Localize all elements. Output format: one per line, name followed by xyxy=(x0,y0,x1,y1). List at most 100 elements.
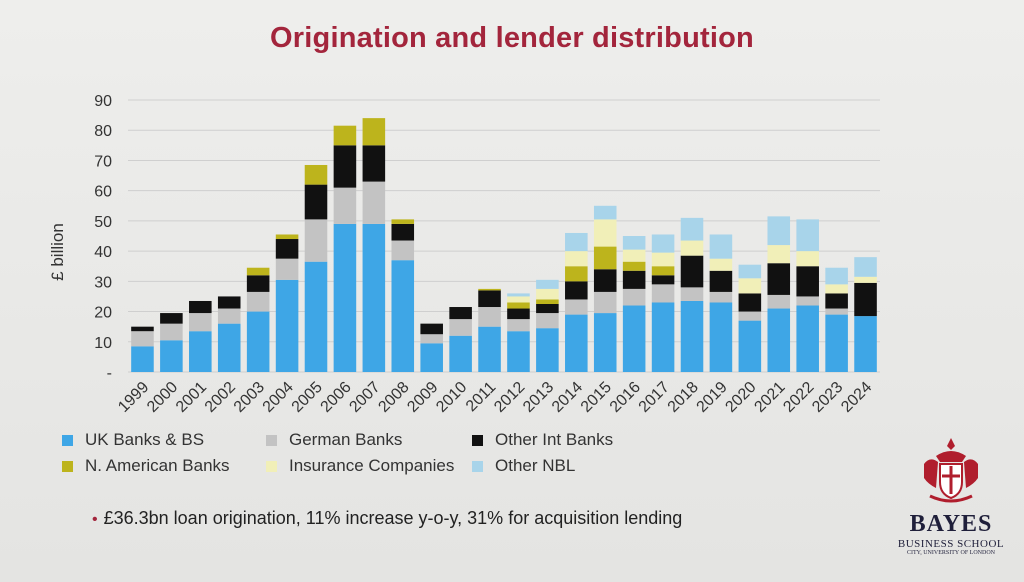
x-tick-label: 2019 xyxy=(694,379,731,416)
x-tick-labels: 1999200020012002200320042005200620072008… xyxy=(115,379,875,416)
bar-segment xyxy=(304,219,328,262)
bar-segment xyxy=(767,308,791,372)
bar-segment xyxy=(738,311,762,321)
x-tick-label: 2023 xyxy=(809,379,846,416)
bar-segment xyxy=(622,261,646,271)
y-tick-label: 40 xyxy=(94,244,112,261)
summary-bullet: • £36.3bn loan origination, 11% increase … xyxy=(92,508,682,529)
bar-segment xyxy=(825,284,848,294)
x-tick-label: 2004 xyxy=(260,379,297,416)
x-tick-label: 2011 xyxy=(463,379,499,415)
bar-segment xyxy=(767,294,791,309)
x-tick-label: 2017 xyxy=(636,379,673,416)
bar-segment xyxy=(507,302,530,309)
bar-segment xyxy=(651,266,675,276)
y-tick-label: 90 xyxy=(94,93,112,110)
bar-segment xyxy=(189,331,212,372)
bar-segment xyxy=(536,288,559,300)
bar-segment xyxy=(651,252,675,267)
legend-label: German Banks xyxy=(289,430,403,449)
x-tick-label: 2005 xyxy=(289,379,326,416)
legend-item: Other NBL xyxy=(472,456,575,476)
legend-swatch xyxy=(62,460,73,472)
bar-segment xyxy=(622,305,646,372)
y-tick-label: 80 xyxy=(94,123,112,140)
legend-swatch xyxy=(266,434,277,446)
bar-segment xyxy=(275,239,299,259)
bar-segment xyxy=(565,299,588,315)
legend-label: Other Int Banks xyxy=(495,430,614,449)
bar-segment xyxy=(333,223,357,372)
bar-segment xyxy=(622,236,646,250)
bar-segment xyxy=(507,319,530,332)
legend-item: UK Banks & BS xyxy=(62,430,204,450)
x-tick-label: 2020 xyxy=(722,379,759,416)
bar-segment xyxy=(304,184,328,220)
bar-segment xyxy=(593,246,617,270)
bar-segment xyxy=(565,314,588,372)
bar-segment xyxy=(304,261,328,372)
bar-segment xyxy=(622,288,646,306)
x-tick-label: 2000 xyxy=(144,379,181,416)
x-tick-label: 2024 xyxy=(838,379,875,416)
bar-segment xyxy=(536,304,559,314)
x-tick-label: 2008 xyxy=(375,379,412,416)
y-tick-label: 10 xyxy=(94,335,112,352)
bar-segment xyxy=(593,219,617,247)
x-tick-label: 2003 xyxy=(231,379,268,416)
bar-segment xyxy=(565,251,588,267)
bar-segment xyxy=(507,308,530,320)
bar-segment xyxy=(796,296,819,306)
bar-segment xyxy=(507,331,530,372)
bar-segment xyxy=(449,319,472,336)
bar-segment xyxy=(593,313,617,372)
bar-segment xyxy=(738,293,762,312)
bar-segment xyxy=(362,145,386,182)
grid-lines xyxy=(128,99,880,373)
bar-segment xyxy=(709,291,733,303)
logo-name: BAYES xyxy=(909,511,993,537)
bar-segment xyxy=(189,300,212,314)
bar-segment xyxy=(796,251,819,267)
bar-segment xyxy=(420,323,443,335)
bar-segment xyxy=(246,267,270,276)
y-tick-label: 70 xyxy=(94,153,112,170)
bar-segment xyxy=(160,340,183,372)
bar-segment xyxy=(536,313,559,329)
legend-label: N. American Banks xyxy=(85,456,230,475)
bar-segment xyxy=(593,269,617,292)
bar-segment xyxy=(738,264,762,279)
bar-segment xyxy=(767,263,791,295)
bullet-dot-icon: • xyxy=(92,511,98,528)
logo-line1: BUSINESS SCHOOL xyxy=(897,538,1005,550)
bar-segment xyxy=(651,275,675,285)
bar-segment xyxy=(449,307,472,320)
legend-label: Insurance Companies xyxy=(289,456,455,475)
bar-segment xyxy=(507,296,530,303)
bar-segment xyxy=(536,279,559,289)
y-tick-label: 30 xyxy=(94,274,112,291)
logo-line2: CITY, UNIVERSITY OF LONDON xyxy=(907,550,995,556)
x-tick-label: 2018 xyxy=(665,379,702,416)
legend-item: N. American Banks xyxy=(62,456,230,476)
bar-segment xyxy=(333,145,357,188)
bar-segment xyxy=(362,223,386,372)
x-tick-label: 2010 xyxy=(433,379,470,416)
x-tick-label: 2006 xyxy=(318,379,355,416)
y-tick-label: 20 xyxy=(94,305,112,322)
y-axis-label: £ billion xyxy=(48,223,67,281)
y-tick-label: 50 xyxy=(94,214,112,231)
bar-segment xyxy=(304,164,328,185)
bar-segment xyxy=(709,302,733,372)
y-tick-label: - xyxy=(107,365,112,382)
bar-segment xyxy=(593,205,617,220)
x-tick-label: 2021 xyxy=(751,379,788,416)
bar-segment xyxy=(680,300,704,372)
bar-segment xyxy=(217,323,241,372)
summary-text: £36.3bn loan origination, 11% increase y… xyxy=(103,508,683,528)
bar-segment xyxy=(217,308,241,324)
y-tick-label: 60 xyxy=(94,184,112,201)
bar-segment xyxy=(651,284,675,303)
bar-segment xyxy=(709,234,733,259)
